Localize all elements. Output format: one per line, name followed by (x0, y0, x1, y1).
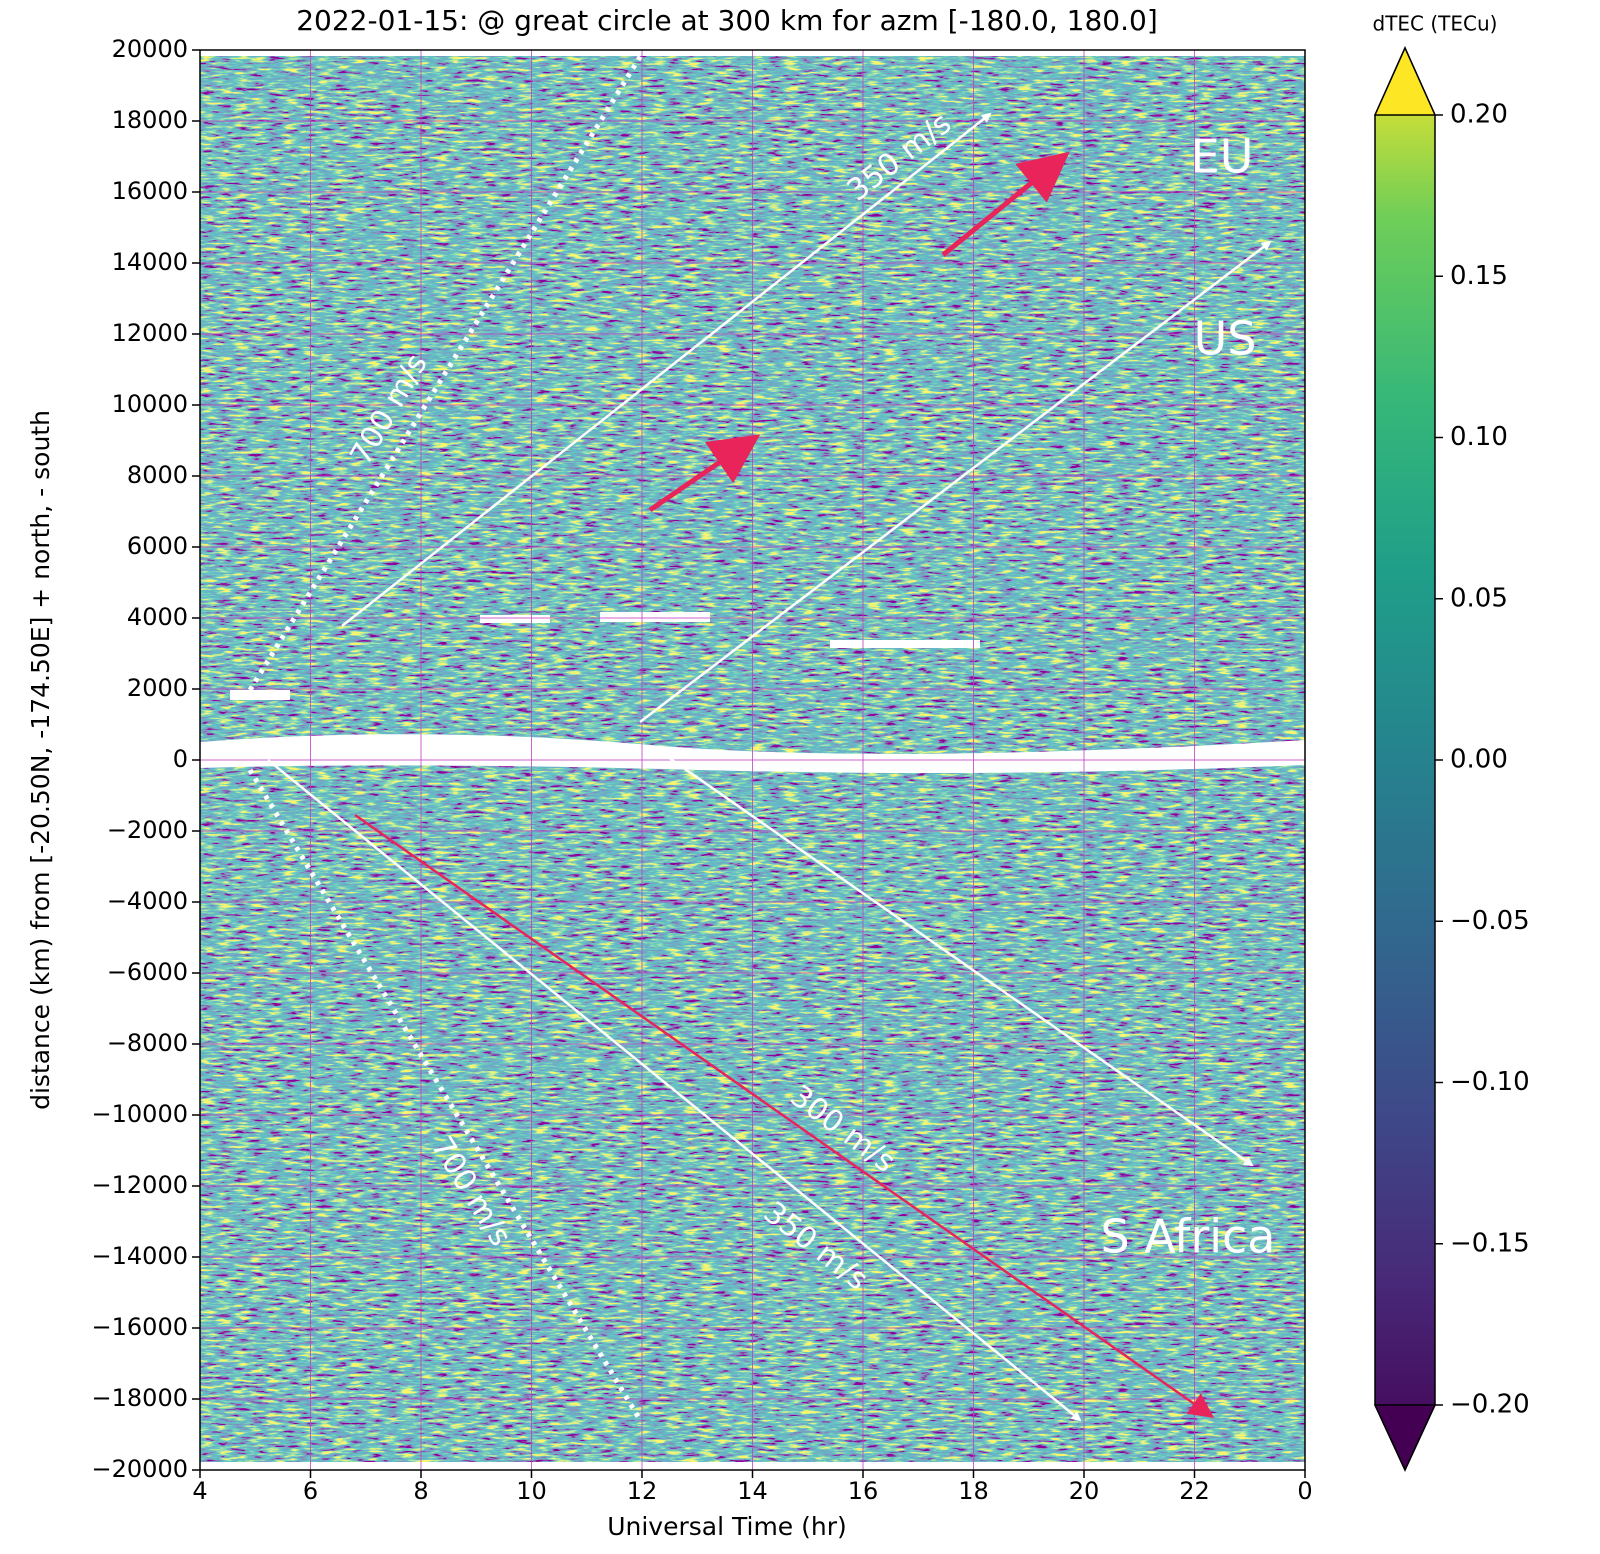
x-tick-label: 14 (737, 1477, 768, 1505)
y-tick-label: 18000 (112, 106, 188, 134)
colorbar (1374, 46, 1436, 1472)
dotted-line (247, 768, 643, 1422)
colorbar-tick-label: 0.00 (1450, 745, 1508, 775)
y-tick-label: −8000 (107, 1029, 188, 1057)
x-tick-label: 0 (1297, 1477, 1312, 1505)
x-tick-label: 8 (413, 1477, 428, 1505)
y-tick-label: −6000 (107, 958, 188, 986)
x-tick-label: 10 (516, 1477, 547, 1505)
y-tick-label: 16000 (112, 177, 188, 205)
x-tick-label: 4 (192, 1477, 207, 1505)
y-tick-label: 10000 (112, 390, 188, 418)
annotation: S Africa (1100, 1210, 1275, 1264)
y-tick-label: −12000 (92, 1171, 188, 1199)
arrow (341, 112, 992, 627)
colorbar-label: dTEC (TECu) (1373, 12, 1498, 36)
y-tick-label: −18000 (92, 1384, 188, 1412)
arrow (267, 759, 1082, 1422)
colorbar-tick-label: −0.15 (1450, 1228, 1530, 1258)
arrow (648, 434, 761, 513)
colorbar-tick-label: −0.20 (1450, 1390, 1530, 1420)
annotation: EU (1191, 130, 1254, 184)
y-tick-label: 6000 (127, 532, 188, 560)
y-tick-label: −2000 (107, 816, 188, 844)
y-tick-label: −14000 (92, 1242, 188, 1270)
y-tick-label: 14000 (112, 248, 188, 276)
y-tick-label: 8000 (127, 461, 188, 489)
x-tick-label: 22 (1179, 1477, 1210, 1505)
y-axis-label: distance (km) from [-20.50N, -174.50E] +… (26, 410, 55, 1110)
annotation: US (1194, 312, 1257, 366)
y-tick-label: −20000 (92, 1455, 188, 1483)
colorbar-tick-label: 0.15 (1450, 261, 1508, 291)
y-tick-label: −16000 (92, 1313, 188, 1341)
x-tick-label: 12 (627, 1477, 658, 1505)
y-tick-label: −4000 (107, 887, 188, 915)
arrow (941, 151, 1070, 257)
colorbar-extend (1373, 1404, 1437, 1472)
y-tick-label: 20000 (112, 35, 188, 63)
x-tick-label: 6 (303, 1477, 318, 1505)
x-tick-label: 20 (1069, 1477, 1100, 1505)
colorbar-extend (1373, 46, 1437, 116)
colorbar-tick-label: −0.05 (1450, 906, 1530, 936)
arrow (354, 813, 1215, 1418)
chart-title: 2022-01-15: @ great circle at 300 km for… (296, 4, 1158, 37)
x-axis-label: Universal Time (hr) (607, 1512, 847, 1541)
y-tick-label: 12000 (112, 319, 188, 347)
y-tick-label: −10000 (92, 1100, 188, 1128)
arrow (664, 753, 1254, 1167)
x-tick-label: 18 (958, 1477, 989, 1505)
y-tick-label: 2000 (127, 674, 188, 702)
colorbar-tick-label: 0.05 (1450, 583, 1508, 613)
arrow (639, 240, 1272, 723)
annotation-arrows (247, 50, 1272, 1422)
colorbar-tick-label: 0.10 (1450, 422, 1508, 452)
y-tick-label: 0 (173, 745, 188, 773)
colorbar-tick-label: −0.10 (1450, 1067, 1530, 1097)
y-tick-label: 4000 (127, 603, 188, 631)
colorbar-tick-label: 0.20 (1450, 100, 1508, 130)
x-tick-label: 16 (848, 1477, 879, 1505)
